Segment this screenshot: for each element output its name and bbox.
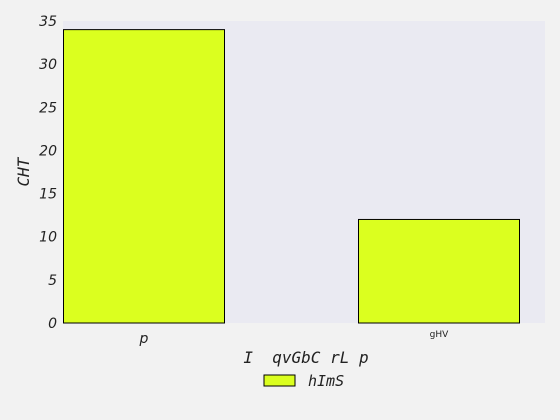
y-tick-label: 35 (39, 14, 57, 30)
y-tick-label: 5 (48, 273, 57, 289)
y-tick-label: 0 (48, 316, 57, 332)
legend: hImS (263, 372, 344, 390)
x-tick-labels: p gHV (139, 330, 450, 347)
bar (358, 218, 520, 324)
legend-swatch (263, 374, 296, 387)
y-tick-label: 30 (39, 57, 57, 73)
y-tick-label: 20 (39, 143, 57, 159)
bar (63, 29, 225, 324)
x-tick-label: gHV (430, 330, 449, 340)
legend-label: hImS (308, 372, 344, 390)
x-tick-label: p (139, 331, 149, 347)
x-axis-label: I qvGbC rL p (243, 348, 368, 367)
y-tick-label: 25 (39, 100, 57, 116)
y-axis-label: CHT (14, 156, 33, 186)
y-tick-labels: 0 5 10 15 20 25 30 35 (39, 14, 57, 332)
y-tick-label: 10 (39, 230, 57, 246)
y-tick-label: 15 (39, 187, 57, 203)
bars-layer (63, 29, 520, 324)
